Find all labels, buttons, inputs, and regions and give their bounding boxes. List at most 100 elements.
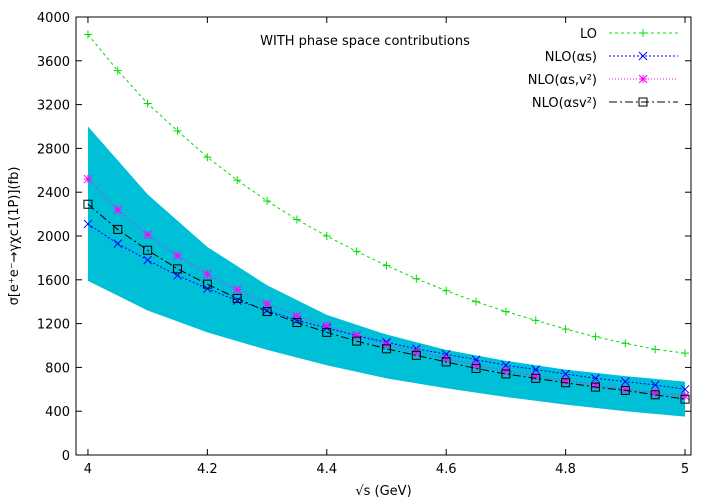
data-point: [113, 239, 123, 249]
uncertainty-band-layer: [87, 126, 686, 417]
legend-item: NLO(αs): [545, 50, 678, 65]
data-point: [650, 380, 660, 390]
legend-marker: [639, 29, 647, 37]
y-axis-title: σ[e⁺e⁻→γχc1(1P)](fb): [7, 167, 22, 306]
data-point: [620, 385, 630, 395]
data-point: [143, 99, 152, 108]
annotation-text: WITH phase space contributions: [260, 34, 470, 49]
legend-marker: [638, 74, 648, 84]
data-point: [143, 255, 153, 265]
data-point: [143, 230, 153, 240]
y-tick-label: 2400: [37, 186, 70, 201]
data-point: [83, 199, 93, 209]
data-point: [561, 369, 570, 379]
data-point: [442, 286, 451, 295]
data-point: [173, 126, 182, 135]
data-point: [173, 251, 182, 261]
data-point: [681, 349, 690, 358]
legend-item: NLO(αs,v²): [528, 73, 678, 88]
y-tick-label: 400: [45, 405, 70, 420]
data-point: [382, 261, 391, 270]
data-point: [531, 371, 541, 381]
data-point: [441, 354, 451, 363]
data-point: [680, 394, 690, 404]
data-point: [381, 344, 391, 354]
series-3: [83, 199, 690, 404]
ticks-layer: 0 400 800 1200 1600 2000 2400 2800 3200 3600 4000 4…: [37, 11, 691, 477]
data-point: [650, 388, 660, 397]
data-point: [232, 293, 242, 303]
data-point: [411, 350, 421, 360]
data-point: [232, 296, 242, 305]
y-tick-label: 3600: [37, 55, 70, 70]
y-tick-label: 0: [62, 449, 70, 464]
series-0: [83, 30, 690, 358]
data-point: [113, 205, 123, 215]
data-point: [441, 349, 451, 359]
data-point: [292, 215, 301, 224]
data-point: [232, 285, 242, 295]
data-point: [501, 369, 511, 379]
series-line: [87, 178, 686, 397]
data-point: [262, 307, 272, 317]
y-tick-label: 800: [45, 361, 70, 376]
data-point: [591, 373, 600, 383]
legend-label: NLO(αs,v²): [528, 73, 597, 88]
data-point: [650, 390, 660, 400]
series-line: [87, 34, 686, 354]
legend-label: LO: [580, 27, 597, 42]
x-tick-label: 4.6: [436, 462, 457, 477]
data-point: [83, 219, 93, 229]
data-point: [203, 153, 212, 162]
y-tick-label: 1200: [37, 318, 70, 333]
data-point: [263, 196, 272, 205]
data-point: [83, 30, 92, 39]
x-tick-label: 4.4: [316, 462, 337, 477]
data-point: [352, 247, 361, 256]
data-point: [620, 377, 630, 386]
data-point: [352, 336, 362, 346]
data-point: [561, 325, 570, 334]
x-axis-title: √s (GeV): [355, 484, 411, 499]
data-point: [531, 316, 540, 325]
data-point: [113, 66, 122, 75]
legend: LO NLO(αs) NLO(αs,v²) NLO(αsv²): [528, 27, 678, 111]
data-point: [322, 327, 332, 337]
x-tick-label: 4.8: [555, 462, 576, 477]
data-point: [83, 174, 93, 184]
data-point: [262, 299, 272, 309]
legend-item: LO: [580, 27, 678, 42]
data-point: [531, 365, 541, 374]
data-point: [173, 264, 183, 274]
y-tick-label: 1600: [37, 274, 70, 289]
data-point: [352, 331, 361, 340]
data-point: [233, 176, 242, 185]
legend-label: NLO(αsv²): [532, 96, 597, 111]
data-point: [501, 366, 511, 376]
legend-marker: [638, 51, 648, 61]
data-point: [322, 232, 331, 240]
data-point: [531, 373, 541, 383]
data-point: [501, 307, 510, 316]
data-point: [561, 378, 571, 388]
series-line: [87, 223, 686, 390]
series-layer: [83, 30, 690, 404]
data-point: [651, 345, 660, 354]
legend-label: NLO(αs): [545, 50, 597, 65]
data-point: [561, 376, 570, 385]
x-tick-label: 5: [681, 462, 689, 477]
data-point: [591, 332, 600, 341]
y-tick-label: 3200: [37, 99, 70, 114]
y-tick-label: 2800: [37, 142, 70, 157]
data-point: [471, 360, 481, 370]
data-point: [113, 224, 123, 234]
data-point: [203, 269, 212, 279]
legend-marker: [638, 97, 648, 107]
data-point: [411, 347, 421, 357]
data-point: [202, 279, 212, 289]
data-point: [441, 357, 451, 367]
data-point: [472, 297, 481, 306]
y-tick-label: 4000: [37, 11, 70, 26]
data-point: [143, 245, 153, 255]
